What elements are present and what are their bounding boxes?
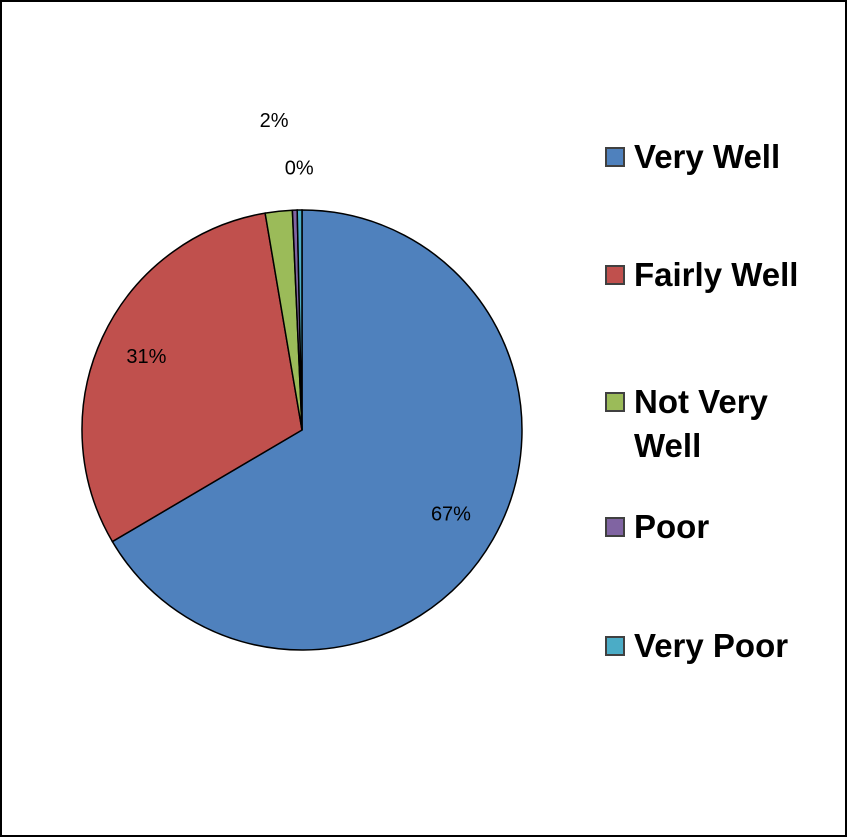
legend-label-very-poor: Very Poor: [634, 627, 789, 664]
legend-item-poor: Poor: [605, 508, 834, 549]
pie-slices: [81, 209, 523, 651]
slice-label-very-poor: 0%: [285, 157, 314, 179]
legend: Very Well Fairly Well Not Very Well Poor…: [605, 2, 845, 839]
legend-swatch-very-well: [605, 147, 625, 167]
legend-swatch-very-poor: [605, 636, 625, 656]
legend-item-fairly-well: Fairly Well: [605, 256, 834, 297]
slice-label-fairly-well: 31%: [126, 346, 166, 368]
legend-swatch-fairly-well: [605, 265, 625, 285]
legend-label-not-very-well: Not Very Well: [634, 383, 768, 464]
legend-item-very-poor: Very Poor: [605, 627, 834, 668]
pie-labels: 67% 31% 2% 0%: [126, 110, 471, 526]
legend-swatch-poor: [605, 517, 625, 537]
legend-item-very-well: Very Well: [605, 138, 834, 179]
pie-slice-fairly-well: [81, 212, 303, 543]
legend-swatch-not-very-well: [605, 392, 625, 412]
pie-slice-very-well: [111, 209, 523, 651]
legend-item-not-very-well: Not Very Well: [605, 383, 834, 468]
slice-label-not-very-well: 2%: [260, 110, 289, 132]
legend-label-poor: Poor: [634, 508, 710, 545]
legend-label-very-well: Very Well: [634, 138, 781, 175]
slice-label-very-well: 67%: [431, 503, 471, 525]
pie-slice-very-poor: [296, 209, 303, 431]
legend-label-fairly-well: Fairly Well: [634, 256, 799, 293]
